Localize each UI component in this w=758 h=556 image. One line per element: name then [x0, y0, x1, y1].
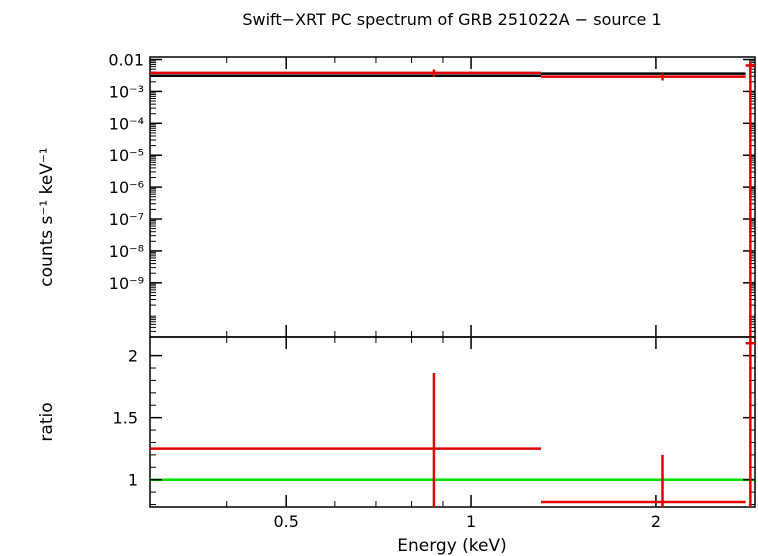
chart-title: Swift−XRT PC spectrum of GRB 251022A − s…: [242, 10, 661, 29]
ratio-x-ticks: 0.5 1 2: [226, 337, 661, 531]
ratio-y-tick-label: 1.5: [113, 409, 138, 428]
x-tick-label: 2: [651, 512, 661, 531]
x-axis-label: Energy (keV): [397, 536, 507, 556]
ratio-panel-frame: [149, 336, 756, 508]
spectrum-y-tick-label: 10⁻⁶: [109, 178, 144, 197]
spectrum-y-axis-label: counts s⁻¹ keV⁻¹: [37, 147, 57, 286]
ratio-y-tick-label: 2: [128, 347, 138, 366]
spectrum-data: [150, 61, 755, 337]
spectrum-y-tick-label: 10⁻⁴: [109, 114, 144, 133]
ratio-y-tick-label: 1: [128, 471, 138, 490]
spectrum-y-ticks: 0.01 10⁻³ 10⁻⁴ 10⁻⁵ 10⁻⁶ 10⁻⁷ 10⁻⁸ 10⁻⁹: [108, 51, 755, 338]
spectrum-panel-frame: [149, 56, 756, 338]
ratio-data-point: [541, 454, 746, 507]
ratio-y-ticks: 11.52: [113, 347, 755, 506]
spectrum-panel: 0.01 10⁻³ 10⁻⁴ 10⁻⁵ 10⁻⁶ 10⁻⁷ 10⁻⁸ 10⁻⁹ counts …: [37, 51, 756, 338]
spectrum-y-tick-label: 0.01: [108, 51, 144, 70]
ratio-data-point: [745, 337, 755, 507]
ratio-panel: 11.52 0.5 1 2 ratio Energy (keV): [37, 336, 756, 556]
x-tick-label: 1: [466, 512, 476, 531]
spectrum-data-point: [745, 61, 755, 337]
spectrum-y-tick-label: 10⁻⁷: [109, 210, 144, 229]
spectrum-y-tick-label: 10⁻⁹: [109, 274, 144, 293]
spectrum-y-tick-label: 10⁻⁵: [109, 146, 144, 165]
ratio-data: [150, 337, 755, 507]
spectrum-y-tick-label: 10⁻⁸: [109, 242, 144, 261]
spectrum-model: [150, 72, 746, 77]
x-tick-label: 0.5: [273, 512, 298, 531]
ratio-y-axis-label: ratio: [37, 402, 57, 441]
ratio-data-point: [150, 372, 542, 507]
spectrum-data-point: [541, 73, 746, 81]
spectrum-x-ticks: [226, 57, 657, 337]
spectrum-data-point: [150, 69, 542, 77]
spectrum-y-tick-label: 10⁻³: [109, 82, 144, 101]
